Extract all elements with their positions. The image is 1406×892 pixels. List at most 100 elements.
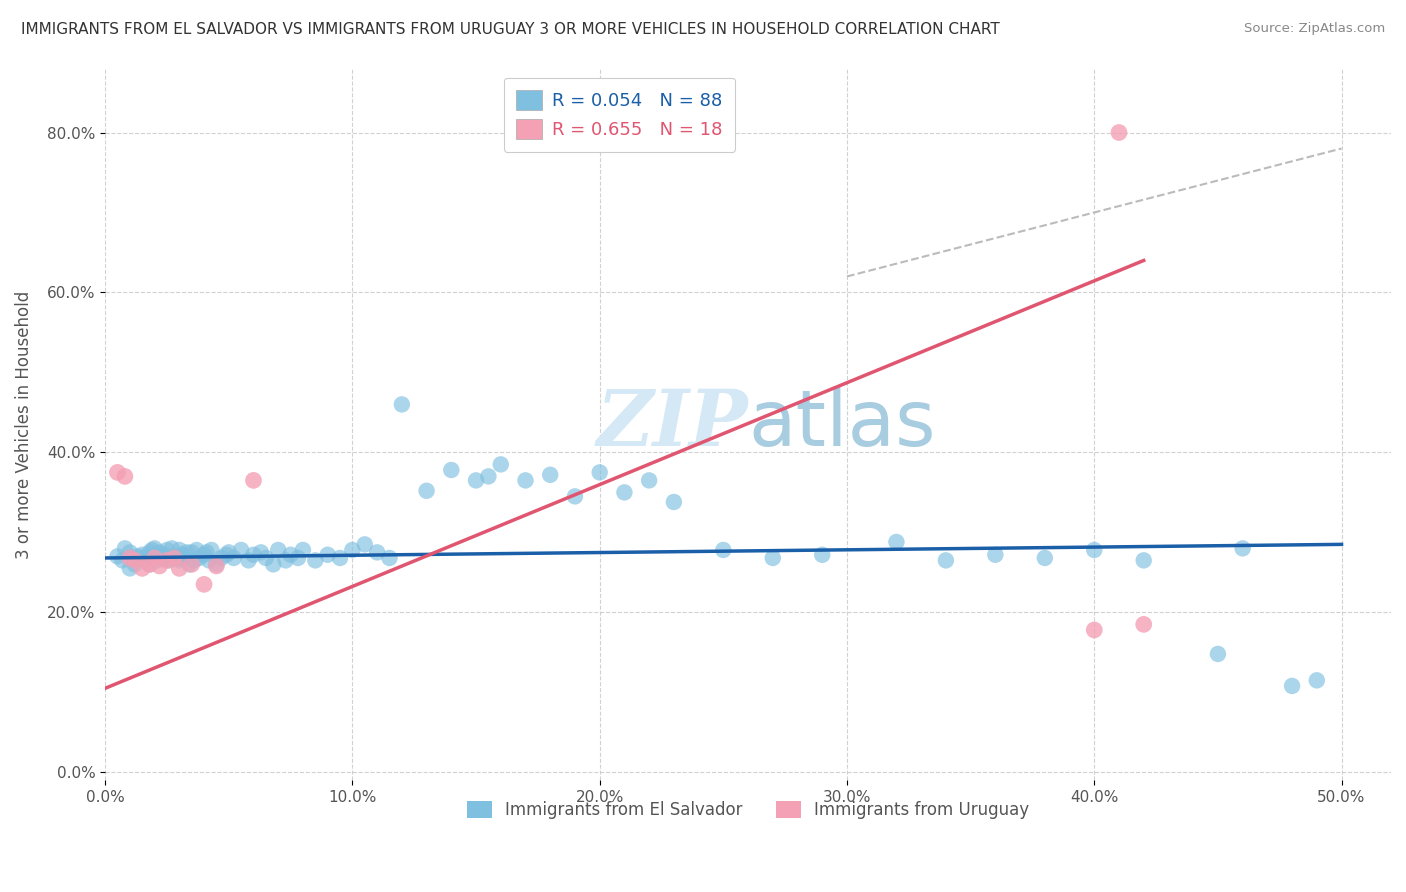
Point	[179, 558, 201, 572]
Point	[242, 548, 264, 562]
Point	[156, 543, 179, 558]
Legend: Immigrants from El Salvador, Immigrants from Uruguay: Immigrants from El Salvador, Immigrants …	[460, 794, 1036, 825]
Point	[762, 551, 785, 566]
Point	[169, 543, 191, 558]
Point	[111, 553, 134, 567]
Point	[1306, 673, 1329, 688]
Point	[254, 551, 277, 566]
Point	[138, 558, 160, 572]
Point	[114, 469, 136, 483]
Point	[163, 551, 186, 566]
Point	[180, 545, 202, 559]
Text: atlas: atlas	[748, 386, 935, 462]
Point	[131, 551, 153, 566]
Point	[280, 548, 302, 562]
Point	[1083, 623, 1105, 637]
Point	[1232, 541, 1254, 556]
Point	[153, 548, 176, 562]
Point	[107, 549, 129, 564]
Point	[267, 543, 290, 558]
Point	[662, 495, 685, 509]
Point	[222, 551, 245, 566]
Point	[156, 553, 179, 567]
Point	[262, 558, 284, 572]
Point	[415, 483, 437, 498]
Point	[229, 543, 252, 558]
Point	[169, 561, 191, 575]
Point	[195, 545, 218, 559]
Point	[143, 549, 166, 564]
Point	[538, 467, 561, 482]
Text: Source: ZipAtlas.com: Source: ZipAtlas.com	[1244, 22, 1385, 36]
Point	[205, 558, 228, 573]
Point	[984, 548, 1007, 562]
Point	[1132, 617, 1154, 632]
Point	[886, 535, 908, 549]
Point	[176, 545, 198, 559]
Point	[114, 541, 136, 556]
Point	[215, 548, 238, 562]
Point	[342, 543, 364, 558]
Point	[186, 543, 208, 558]
Point	[170, 548, 193, 562]
Point	[150, 551, 173, 566]
Point	[193, 577, 215, 591]
Point	[143, 541, 166, 556]
Point	[131, 561, 153, 575]
Point	[118, 545, 141, 559]
Point	[169, 553, 191, 567]
Point	[378, 551, 401, 566]
Point	[811, 548, 834, 562]
Point	[173, 551, 195, 566]
Point	[124, 558, 146, 572]
Point	[477, 469, 499, 483]
Point	[124, 553, 146, 567]
Point	[515, 474, 537, 488]
Point	[287, 551, 309, 566]
Point	[134, 553, 156, 567]
Point	[131, 548, 153, 562]
Point	[564, 489, 586, 503]
Point	[218, 545, 240, 559]
Point	[1206, 647, 1229, 661]
Point	[148, 545, 170, 559]
Point	[440, 463, 463, 477]
Point	[209, 551, 232, 566]
Point	[107, 466, 129, 480]
Point	[711, 543, 734, 558]
Point	[935, 553, 957, 567]
Point	[163, 549, 186, 564]
Point	[183, 553, 205, 567]
Point	[489, 458, 512, 472]
Point	[329, 551, 352, 566]
Point	[143, 551, 166, 566]
Y-axis label: 3 or more Vehicles in Household: 3 or more Vehicles in Household	[15, 290, 32, 558]
Point	[465, 474, 488, 488]
Point	[166, 551, 188, 566]
Point	[638, 474, 661, 488]
Point	[1132, 553, 1154, 567]
Point	[291, 543, 314, 558]
Point	[198, 553, 221, 567]
Point	[1108, 126, 1130, 140]
Point	[613, 485, 636, 500]
Point	[205, 558, 228, 572]
Point	[193, 548, 215, 562]
Point	[146, 553, 169, 567]
Point	[238, 553, 260, 567]
Text: IMMIGRANTS FROM EL SALVADOR VS IMMIGRANTS FROM URUGUAY 3 OR MORE VEHICLES IN HOU: IMMIGRANTS FROM EL SALVADOR VS IMMIGRANT…	[21, 22, 1000, 37]
Point	[304, 553, 326, 567]
Point	[148, 558, 170, 573]
Point	[366, 545, 388, 559]
Point	[589, 466, 612, 480]
Point	[141, 543, 163, 558]
Point	[118, 551, 141, 566]
Point	[138, 558, 160, 572]
Text: ZIP: ZIP	[596, 386, 748, 463]
Point	[200, 543, 222, 558]
Point	[188, 551, 211, 566]
Point	[353, 537, 375, 551]
Point	[316, 548, 339, 562]
Point	[127, 549, 149, 564]
Point	[250, 545, 273, 559]
